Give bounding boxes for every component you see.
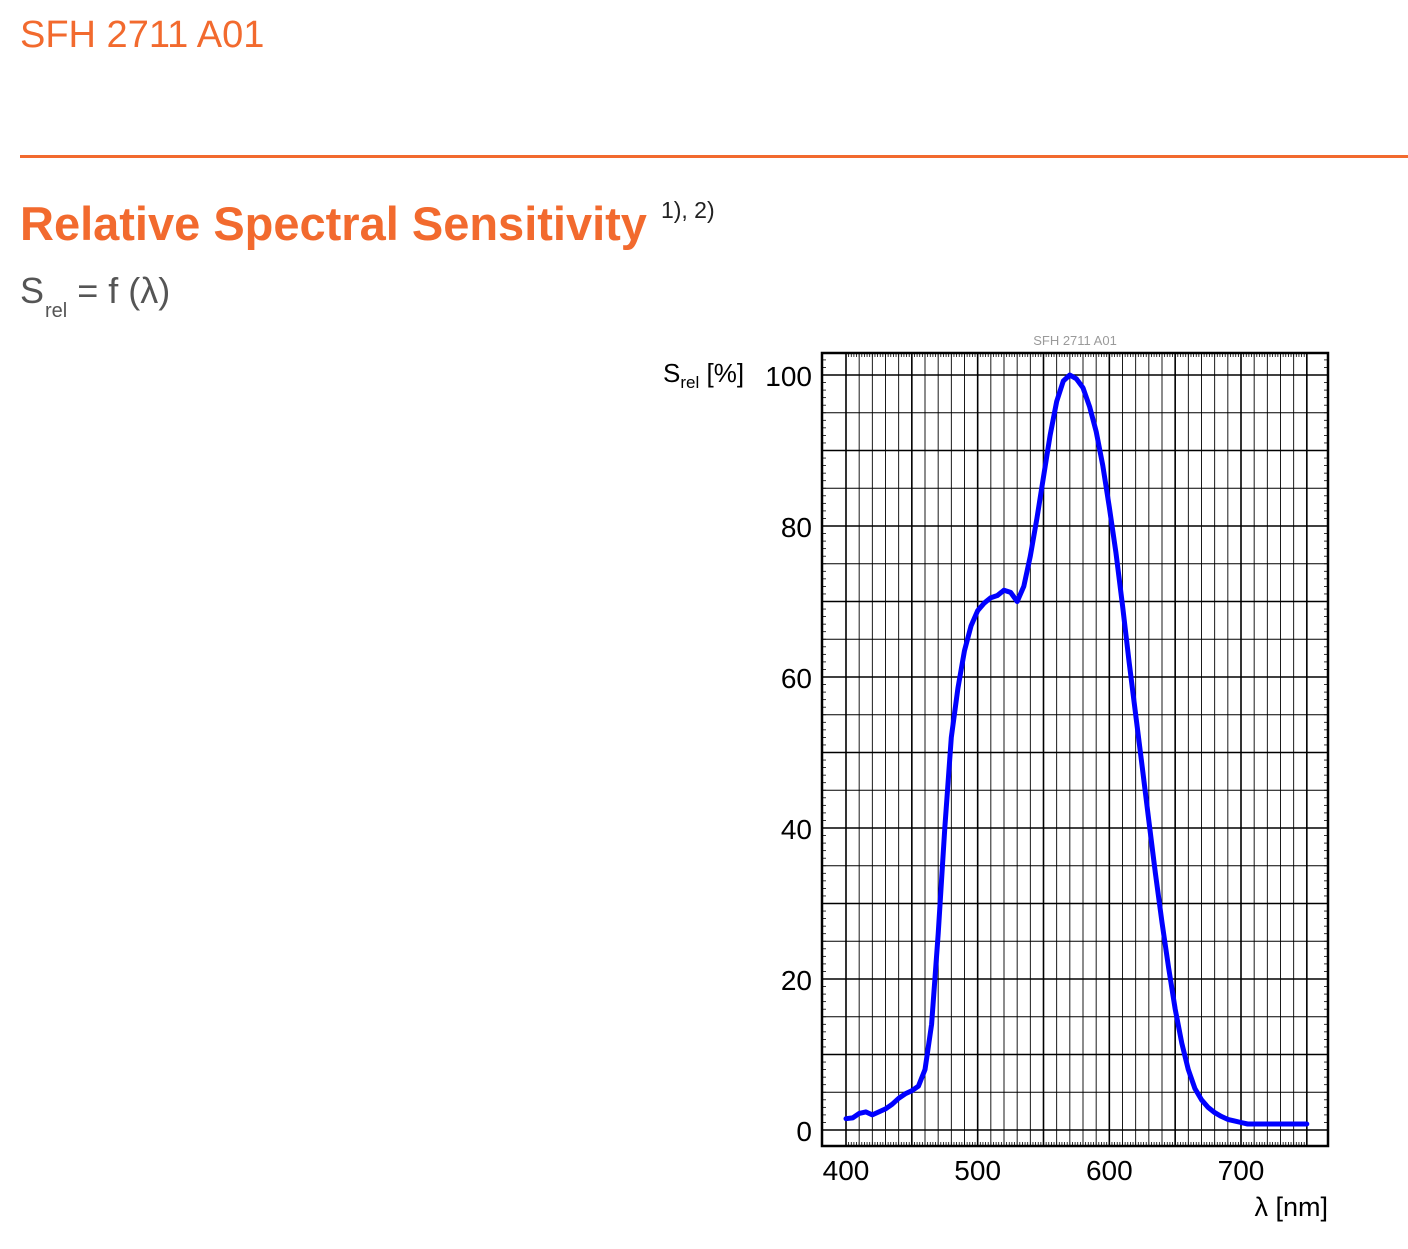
y-axis-label-unit: [%]: [699, 358, 744, 388]
chart-title: SFH 2711 A01: [1033, 333, 1117, 348]
formula-subscript: rel: [45, 300, 68, 322]
formula-var: S: [20, 270, 45, 311]
header-divider: [20, 155, 1408, 158]
x-tick-label: 600: [1086, 1155, 1133, 1186]
spectral-sensitivity-chart: 0 20 40 60 80 100 400 500 600 700 SFH 2711 A01 Srel…: [663, 333, 1330, 1222]
series-line: [843, 372, 1310, 1127]
x-tick-label: 400: [823, 1155, 870, 1186]
y-axis-label-sub: rel: [680, 373, 699, 392]
y-tick-label: 80: [781, 512, 812, 543]
formula: Srel = f (λ): [20, 270, 170, 323]
x-tick-label: 700: [1218, 1155, 1265, 1186]
x-axis-label: λ [nm]: [1254, 1192, 1328, 1222]
section-title: Relative Spectral Sensitivity: [20, 197, 647, 250]
y-tick-label: 40: [781, 814, 812, 845]
plot-frame: [820, 351, 1330, 1148]
y-tick-label: 0: [796, 1116, 812, 1147]
y-tick-label: 60: [781, 663, 812, 694]
footnote-refs: 1), 2): [660, 197, 715, 223]
formula-rest: = f (λ): [77, 270, 171, 311]
section-heading: Relative Spectral Sensitivity 1), 2): [20, 196, 715, 251]
product-name: SFH 2711 A01: [20, 14, 265, 56]
y-tick-label: 100: [765, 361, 812, 392]
x-tick-label: 500: [954, 1155, 1001, 1186]
plot-area: [822, 353, 1328, 1146]
y-axis-label-main: S: [663, 358, 680, 388]
y-axis-label: Srel [%]: [663, 358, 744, 392]
y-tick-label: 20: [781, 965, 812, 996]
